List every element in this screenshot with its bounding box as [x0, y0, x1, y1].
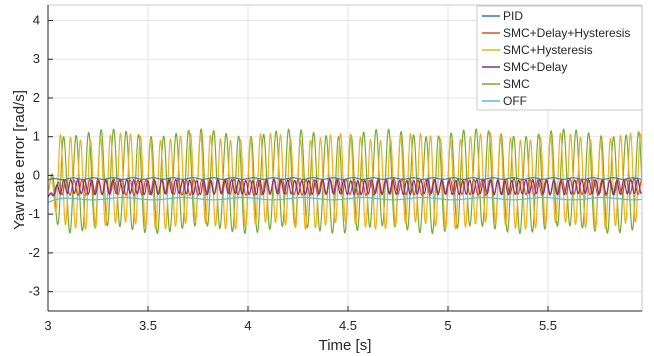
x-tick-label: 4.5 [339, 318, 357, 333]
x-tick-label: 5 [444, 318, 451, 333]
y-ticks: 4 3 2 1 0 -1 -2 -3 [28, 12, 53, 299]
y-tick-label: -1 [28, 206, 40, 221]
legend: PID SMC+Delay+Hysteresis SMC+Hysteresis SMC… [476, 5, 643, 111]
y-tick-label: -2 [28, 245, 40, 260]
y-tick-label: 3 [33, 51, 40, 66]
legend-label: SMC+Delay [503, 60, 567, 74]
y-tick-label: 4 [33, 12, 40, 27]
y-tick-label: -3 [28, 284, 40, 299]
series-line-smc-delay [47, 178, 643, 198]
legend-items: PID SMC+Delay+Hysteresis SMC+Hysteresis SMC… [482, 9, 630, 108]
y-tick-label: 1 [33, 129, 40, 144]
legend-label: SMC+Hysteresis [503, 43, 593, 57]
legend-label: SMC [503, 77, 530, 91]
legend-label: PID [503, 9, 523, 23]
legend-label: OFF [503, 94, 527, 108]
x-tick-label: 3 [44, 318, 51, 333]
legend-box [476, 5, 643, 111]
y-tick-label: 0 [33, 167, 40, 182]
x-tick-label: 4 [244, 318, 251, 333]
x-tick-label: 3.5 [139, 318, 157, 333]
y-tick-label: 2 [33, 90, 40, 105]
x-ticks: 3 3.5 4 4.5 5 5.5 [44, 306, 557, 333]
legend-label: SMC+Delay+Hysteresis [503, 26, 630, 40]
series-line-smc-hysteresis [47, 132, 643, 230]
series-line-off [47, 196, 643, 204]
x-tick-label: 5.5 [539, 318, 557, 333]
x-axis-title: Time [s] [319, 337, 372, 354]
series-line-pid [47, 177, 643, 181]
y-axis-title: Yaw rate error [rad/s] [11, 90, 28, 230]
series-lines [47, 128, 643, 235]
